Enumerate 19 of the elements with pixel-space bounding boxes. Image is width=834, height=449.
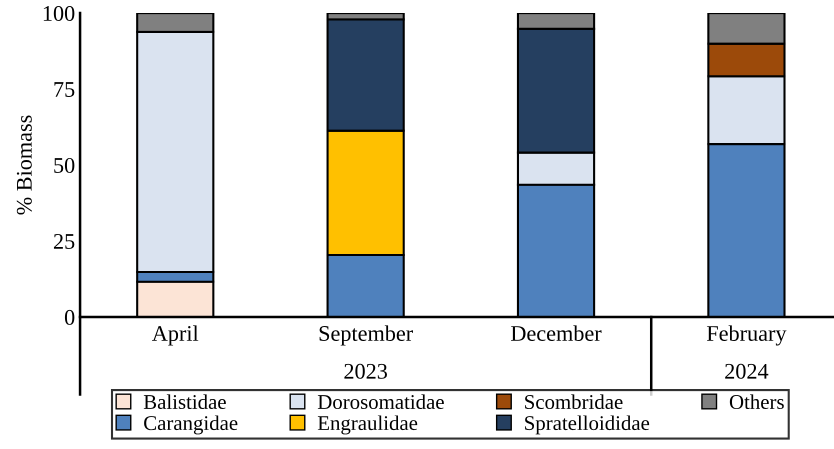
legend-label: Carangidae: [144, 415, 238, 434]
legend-label: Engraulidae: [318, 415, 418, 434]
x-tick-label: February: [706, 325, 786, 346]
legend-label: Others: [730, 394, 784, 410]
y-tick-label: 100: [44, 6, 74, 21]
y-tick-label: 50: [54, 158, 74, 173]
legend-label: Spratelloididae: [525, 415, 650, 434]
y-tick-label: 0: [64, 310, 74, 325]
x-tick-label: April: [152, 325, 198, 346]
legend-label: Scombridae: [525, 394, 623, 410]
legend-label: Balistidae: [144, 394, 226, 410]
legend-label: Dorosomatidae: [318, 394, 444, 410]
x-tick-label: December: [511, 325, 602, 341]
text: 2023: [344, 364, 387, 379]
y-tick-label: 75: [54, 82, 74, 97]
y-axis-title: % Biomass: [16, 116, 32, 215]
y-tick-label: 25: [54, 234, 74, 249]
x-tick-label: September: [320, 325, 413, 346]
text: 2024: [725, 364, 768, 379]
